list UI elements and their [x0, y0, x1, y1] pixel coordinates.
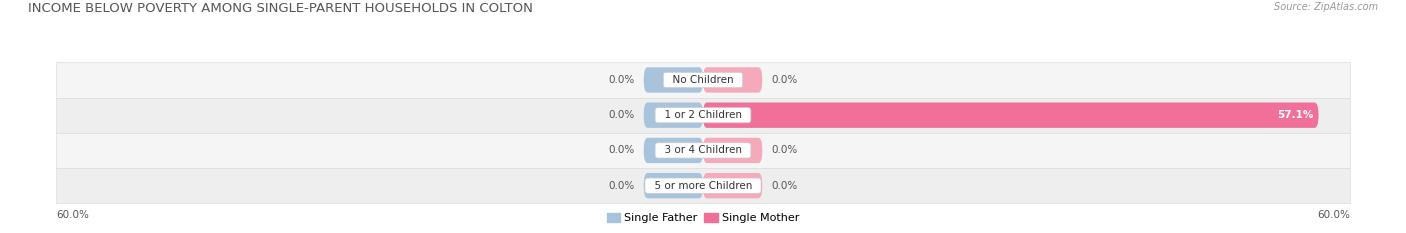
Text: INCOME BELOW POVERTY AMONG SINGLE-PARENT HOUSEHOLDS IN COLTON: INCOME BELOW POVERTY AMONG SINGLE-PARENT…	[28, 2, 533, 15]
FancyBboxPatch shape	[644, 138, 703, 163]
FancyBboxPatch shape	[703, 173, 762, 198]
Bar	[56, 133, 1350, 168]
FancyBboxPatch shape	[644, 173, 703, 198]
FancyBboxPatch shape	[644, 103, 703, 128]
Text: 60.0%: 60.0%	[56, 210, 89, 220]
Legend: Single Father, Single Mother: Single Father, Single Mother	[602, 208, 804, 227]
Bar	[56, 98, 1350, 133]
Text: Source: ZipAtlas.com: Source: ZipAtlas.com	[1274, 2, 1378, 12]
Text: 0.0%: 0.0%	[609, 145, 636, 155]
Text: 1 or 2 Children: 1 or 2 Children	[658, 110, 748, 120]
FancyBboxPatch shape	[703, 67, 762, 93]
Text: 60.0%: 60.0%	[1317, 210, 1350, 220]
Text: 5 or more Children: 5 or more Children	[648, 181, 758, 191]
Text: 0.0%: 0.0%	[770, 181, 797, 191]
Text: 0.0%: 0.0%	[609, 75, 636, 85]
Text: 0.0%: 0.0%	[609, 181, 636, 191]
Text: 0.0%: 0.0%	[609, 110, 636, 120]
FancyBboxPatch shape	[703, 138, 762, 163]
Bar	[56, 62, 1350, 98]
Text: No Children: No Children	[666, 75, 740, 85]
Text: 57.1%: 57.1%	[1277, 110, 1313, 120]
Text: 0.0%: 0.0%	[770, 145, 797, 155]
FancyBboxPatch shape	[703, 103, 1319, 128]
Text: 3 or 4 Children: 3 or 4 Children	[658, 145, 748, 155]
Bar	[56, 168, 1350, 203]
Text: 0.0%: 0.0%	[770, 75, 797, 85]
FancyBboxPatch shape	[644, 67, 703, 93]
